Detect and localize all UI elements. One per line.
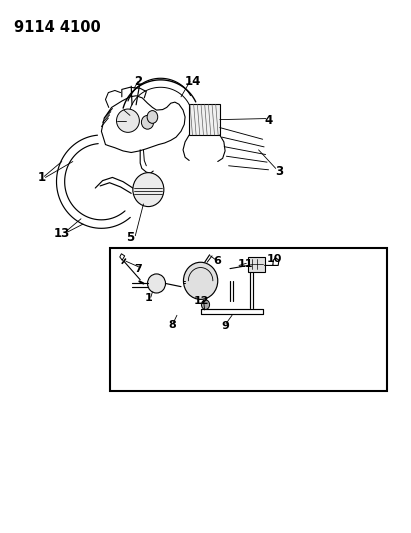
Text: 1: 1 [37, 171, 46, 184]
Text: 14: 14 [184, 76, 201, 88]
Ellipse shape [183, 262, 218, 300]
Text: 7: 7 [134, 264, 142, 273]
Ellipse shape [116, 109, 139, 132]
Text: 9: 9 [221, 321, 229, 331]
Text: 3: 3 [275, 165, 283, 177]
Bar [189, 104, 220, 135]
Text: 2: 2 [134, 76, 142, 88]
Ellipse shape [148, 274, 166, 293]
Text: 8: 8 [168, 320, 176, 330]
Text: 9114 4100: 9114 4100 [14, 20, 100, 35]
Bar [110, 248, 387, 391]
Bar [248, 257, 265, 272]
Ellipse shape [133, 173, 164, 207]
Ellipse shape [201, 300, 210, 310]
Text: 12: 12 [194, 296, 209, 306]
Ellipse shape [147, 111, 158, 123]
Text: 5: 5 [126, 231, 134, 244]
Text: 6: 6 [213, 256, 221, 266]
Text: 4: 4 [265, 114, 273, 127]
Text: 13: 13 [54, 227, 70, 240]
Text: 10: 10 [266, 254, 282, 264]
Text: 1: 1 [145, 293, 152, 303]
Ellipse shape [141, 115, 154, 129]
Text: 11: 11 [238, 260, 253, 269]
